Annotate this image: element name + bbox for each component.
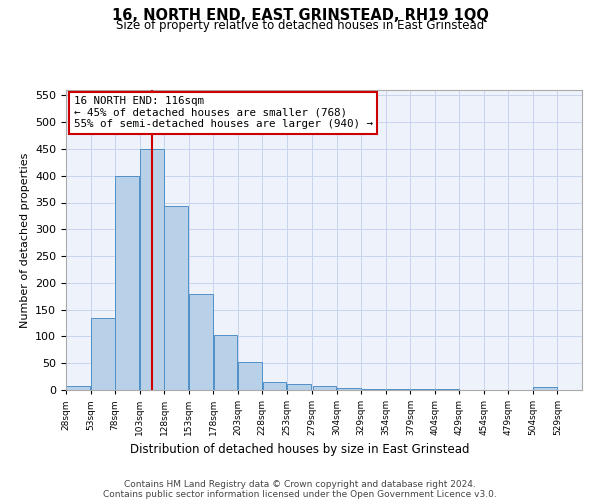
- Y-axis label: Number of detached properties: Number of detached properties: [20, 152, 29, 328]
- Text: Distribution of detached houses by size in East Grinstead: Distribution of detached houses by size …: [130, 442, 470, 456]
- Bar: [214, 335, 237, 390]
- Bar: [91, 318, 115, 390]
- Text: Size of property relative to detached houses in East Grinstead: Size of property relative to detached ho…: [116, 19, 484, 32]
- Bar: [238, 362, 262, 390]
- Text: 16 NORTH END: 116sqm
← 45% of detached houses are smaller (768)
55% of semi-deta: 16 NORTH END: 116sqm ← 45% of detached h…: [74, 96, 373, 129]
- Text: 16, NORTH END, EAST GRINSTEAD, RH19 1QQ: 16, NORTH END, EAST GRINSTEAD, RH19 1QQ: [112, 8, 488, 22]
- Bar: [189, 294, 213, 390]
- Bar: [164, 206, 188, 390]
- Bar: [263, 382, 286, 390]
- Bar: [140, 149, 164, 390]
- Bar: [337, 388, 361, 390]
- Bar: [287, 384, 311, 390]
- Bar: [386, 389, 410, 390]
- Bar: [313, 386, 337, 390]
- Bar: [533, 388, 557, 390]
- Bar: [67, 386, 90, 390]
- Text: Contains HM Land Registry data © Crown copyright and database right 2024.
Contai: Contains HM Land Registry data © Crown c…: [103, 480, 497, 500]
- Bar: [362, 389, 385, 390]
- Bar: [115, 176, 139, 390]
